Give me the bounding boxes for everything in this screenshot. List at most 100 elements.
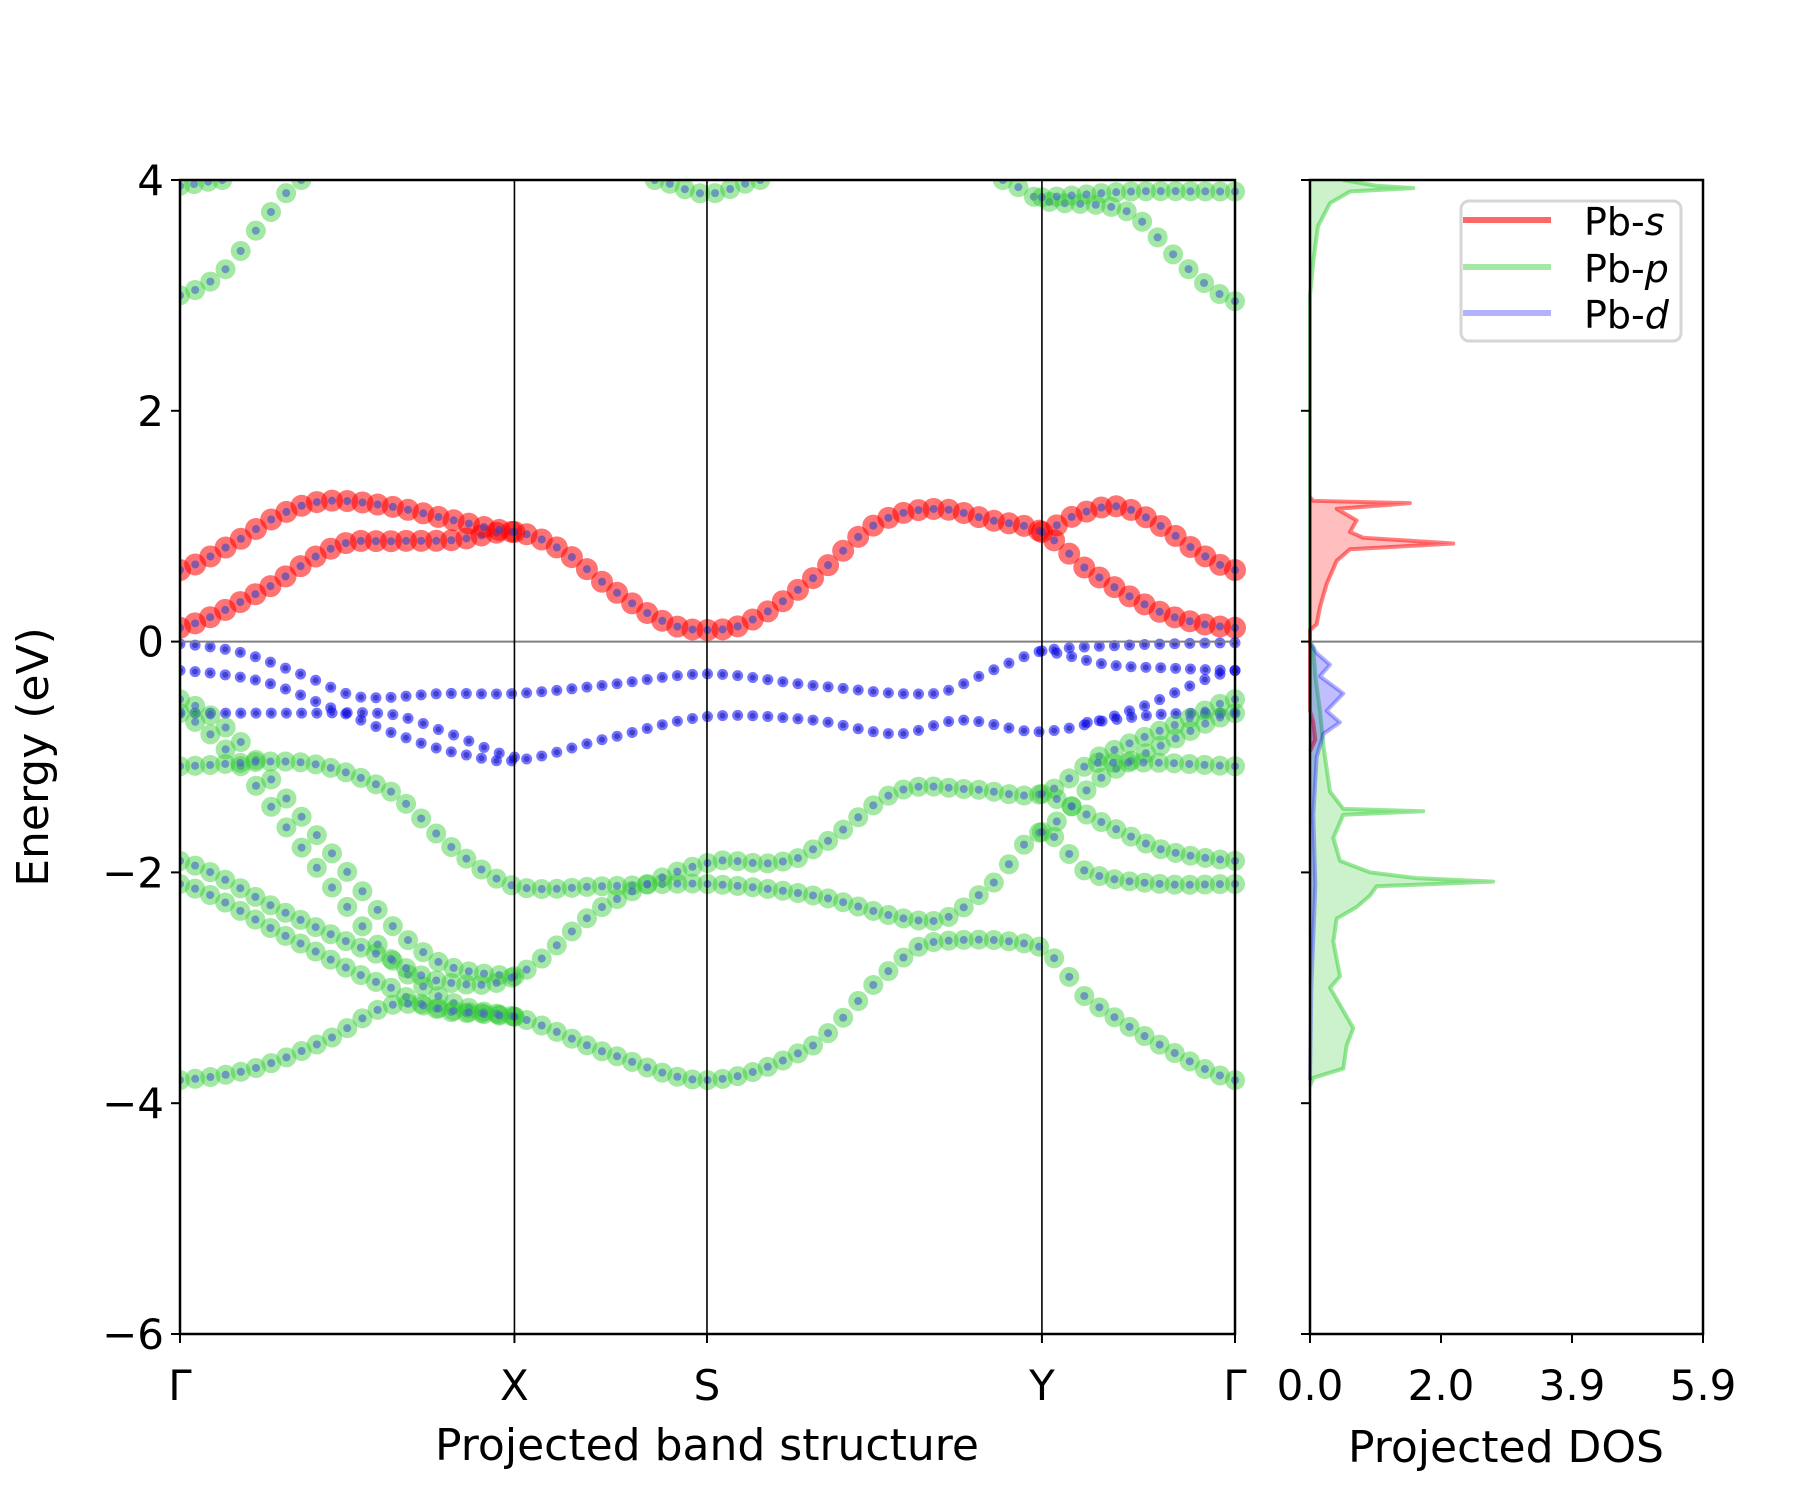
band-dot-core <box>1185 1057 1194 1066</box>
band-dot-core <box>221 543 230 552</box>
band-dot-core <box>1066 725 1073 732</box>
band-dot-core <box>236 246 245 255</box>
band-dot-core <box>1097 503 1106 512</box>
legend: Pb-s Pb-p Pb-d <box>1459 199 1683 343</box>
band-dot-core <box>809 574 817 583</box>
band-dot-core <box>1128 663 1135 670</box>
band-dot-core <box>1096 643 1103 650</box>
band-dot-core <box>658 616 667 625</box>
band-dot-core <box>778 1056 787 1065</box>
band-dot-core <box>945 687 952 694</box>
band-dot-core <box>944 936 953 945</box>
band-dot-core <box>221 265 230 274</box>
band-dot-core <box>449 1006 458 1015</box>
band-dot-core <box>778 886 787 895</box>
band-dot-core <box>869 980 878 989</box>
band-dot-core <box>448 748 455 755</box>
band-dot-core <box>748 858 757 867</box>
band-dot-core <box>809 891 817 900</box>
band-dot-core <box>794 715 801 722</box>
band-dot-core <box>312 831 321 840</box>
band-dot-core <box>974 935 983 944</box>
band-dot-core <box>1112 825 1121 834</box>
band-dot-core <box>598 1047 606 1056</box>
band-dot-core <box>1020 840 1028 849</box>
band-dot-core <box>328 1033 337 1042</box>
band-dot-core <box>1004 790 1013 799</box>
band-dot-core <box>778 857 787 866</box>
band-dot-core <box>522 965 531 974</box>
band-dot-core <box>854 532 863 541</box>
band-dot-core <box>1045 197 1054 206</box>
kpoint-label: X <box>500 1361 529 1410</box>
band-dot-core <box>341 768 350 777</box>
band-dot-core <box>1215 761 1224 770</box>
band-dot-core <box>1083 657 1090 664</box>
band-dot-core <box>434 957 443 966</box>
band-dot-core <box>281 757 290 766</box>
band-dot-core <box>718 1074 727 1083</box>
band-dot-core <box>552 884 561 893</box>
band-dot-core <box>221 723 230 732</box>
band-dot-core <box>207 643 214 650</box>
band-dot-core <box>1035 942 1044 951</box>
band-dot-core <box>989 878 998 887</box>
band-dot-core <box>711 189 720 198</box>
band-dot-core <box>628 887 637 896</box>
band-dot-core <box>884 911 893 920</box>
band-dot-core <box>329 709 336 716</box>
band-dot-core <box>311 947 320 956</box>
band-dot-core <box>1122 207 1131 216</box>
band-dot-core <box>253 710 260 717</box>
band-dot-core <box>341 937 350 946</box>
band-dot-core <box>1156 696 1163 703</box>
dos-fill-p <box>1310 180 1494 1086</box>
band-dot-core <box>462 534 471 543</box>
band-dot-core <box>222 671 229 678</box>
band-dot-core <box>1155 607 1164 616</box>
band-dot-core <box>358 922 367 931</box>
band-dot-core <box>252 525 261 534</box>
band-dot-core <box>914 782 923 791</box>
left-mask <box>0 0 180 1500</box>
band-dot-core <box>432 536 441 545</box>
band-dot-core <box>191 619 200 628</box>
band-dot-core <box>191 861 200 870</box>
band-dot-core <box>464 967 473 976</box>
band-dot-core <box>1095 872 1104 881</box>
band-dot-core <box>884 967 893 976</box>
band-dot-core <box>447 536 456 545</box>
band-dot-core <box>1112 502 1121 511</box>
band-dot-core <box>1215 622 1224 631</box>
band-dot-core <box>493 691 500 698</box>
band-dot-core <box>914 916 923 925</box>
band-dot-core <box>628 881 637 890</box>
band-dot-core <box>434 512 443 521</box>
band-dot-core <box>1065 774 1074 783</box>
band-dot-core <box>1215 1071 1224 1080</box>
band-dot-core <box>480 969 489 978</box>
legend-label-s: Pb-s <box>1584 200 1665 244</box>
band-dot-core <box>343 1024 352 1033</box>
band-dot-core <box>1097 818 1106 827</box>
band-dot-core <box>1052 795 1061 804</box>
band-dot-core <box>718 856 727 865</box>
band-dot-core <box>192 668 199 675</box>
band-dot-core <box>236 598 245 607</box>
band-dot-core <box>915 691 922 698</box>
band-dot-core <box>206 760 215 769</box>
band-dot-core <box>206 730 215 739</box>
top-mask <box>180 0 1235 179</box>
band-structure-dots <box>169 170 1246 1091</box>
band-dot-core <box>1021 727 1027 734</box>
band-dot-core <box>1060 199 1069 208</box>
band-dot-core <box>794 680 801 687</box>
band-dot-core <box>297 501 306 510</box>
band-dot-core <box>449 516 458 525</box>
band-dot-core <box>1216 560 1225 569</box>
band-dot-core <box>1170 759 1179 768</box>
band-dot-core <box>990 721 997 728</box>
band-dot-core <box>221 875 230 884</box>
